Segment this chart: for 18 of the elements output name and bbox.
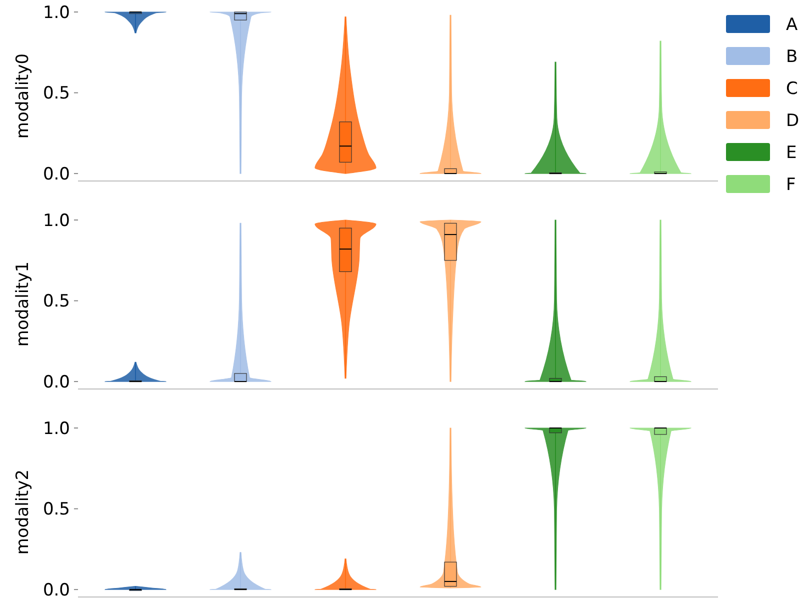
y-tick-label: 0.5 bbox=[42, 84, 70, 104]
y-tick-label: 0.5 bbox=[42, 500, 70, 520]
legend-label: C bbox=[786, 78, 798, 99]
y-tick-label: 1.0 bbox=[42, 210, 70, 231]
y-tick-label: 0.0 bbox=[42, 580, 70, 600]
y-tick-label: 0.0 bbox=[42, 164, 70, 184]
y-tick-label: 1.0 bbox=[42, 2, 70, 23]
y-tick-label: 0.0 bbox=[42, 372, 70, 392]
legend-label: E bbox=[786, 142, 797, 163]
legend-label: D bbox=[786, 110, 800, 131]
y-axis-title: modality2 bbox=[13, 469, 33, 555]
legend-label: B bbox=[786, 46, 798, 67]
y-axis-title: modality1 bbox=[13, 261, 33, 347]
legend-label: A bbox=[786, 14, 798, 35]
legend-label: F bbox=[786, 174, 796, 195]
y-tick-label: 1.0 bbox=[42, 418, 70, 439]
y-axis-title: modality0 bbox=[13, 53, 33, 139]
y-tick-label: 0.5 bbox=[42, 292, 70, 312]
